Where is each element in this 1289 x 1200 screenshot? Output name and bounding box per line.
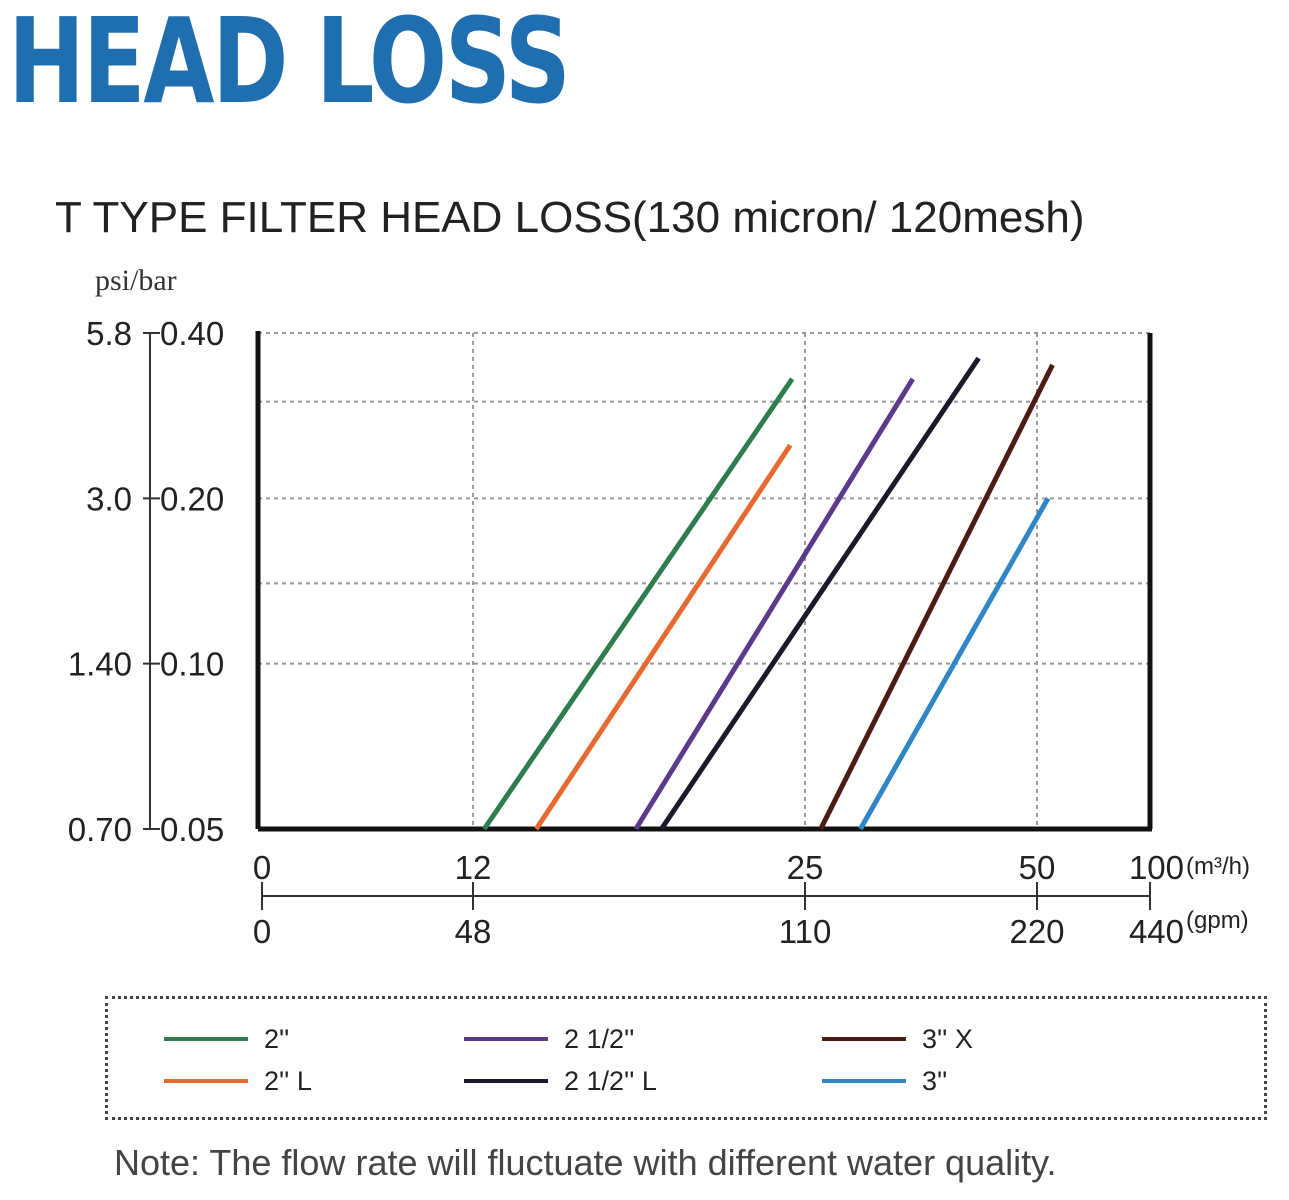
- legend-swatch: [464, 1079, 548, 1083]
- legend-item: 2 1/2'': [464, 1021, 634, 1057]
- x-tick-label-m3h: 0: [253, 849, 271, 886]
- legend-label: 2'' L: [264, 1065, 312, 1096]
- x-tick-label-gpm: 220: [1009, 913, 1064, 950]
- y-tick-label-bar: 0.40: [160, 315, 224, 352]
- legend-label: 3'' X: [922, 1023, 973, 1054]
- legend-label: 2'': [264, 1023, 290, 1054]
- legend-swatch: [822, 1079, 906, 1083]
- legend-label: 3'': [922, 1065, 948, 1096]
- x-unit-secondary: (gpm): [1186, 907, 1249, 934]
- x-unit-primary: (m³/h): [1186, 853, 1250, 880]
- x-tick-label-m3h: 100: [1129, 849, 1184, 886]
- series-line: [534, 443, 793, 831]
- footnote: Note: The flow rate will fluctuate with …: [114, 1142, 1057, 1183]
- series-line: [633, 377, 915, 831]
- series-line: [858, 497, 1051, 831]
- head-loss-chart: T TYPE FILTER HEAD LOSS(130 micron/ 120m…: [55, 193, 1250, 950]
- series-line: [659, 356, 981, 831]
- series-line: [482, 377, 795, 831]
- series-lines: [482, 356, 1055, 831]
- y-tick-label-bar: 0.10: [160, 646, 224, 683]
- x-tick-label-gpm: 48: [455, 913, 492, 950]
- y-axis: 5.8 0.40 3.0 0.20 1.40 0.10 0.70 0.05: [68, 315, 224, 848]
- legend-label: 2 1/2'' L: [564, 1065, 657, 1096]
- x-tick-label-m3h: 50: [1019, 849, 1056, 886]
- x-tick-label-gpm: 0: [253, 913, 271, 950]
- legend-item: 3'': [822, 1063, 947, 1099]
- x-tick-label-m3h: 12: [455, 849, 492, 886]
- x-axis: 0 0 12 48 25 110 50 220 100 440 (m³/h) (gpm): [253, 849, 1250, 950]
- y-axis-label: psi/bar: [95, 264, 177, 297]
- x-tick-label-gpm: 110: [779, 913, 832, 950]
- x-tick-label-m3h: 25: [787, 849, 824, 886]
- legend-swatch: [464, 1037, 548, 1041]
- x-tick-label-gpm: 440: [1129, 913, 1184, 950]
- y-tick-label-bar: 0.05: [160, 811, 224, 848]
- legend-swatch: [164, 1037, 248, 1041]
- legend-item: 3'' X: [822, 1021, 973, 1057]
- grid-lines: [258, 332, 1150, 830]
- legend-label: 2 1/2'': [564, 1023, 635, 1054]
- y-tick-label-psi: 1.40: [68, 646, 132, 683]
- page-heading: HEAD LOSS: [8, 0, 571, 130]
- y-tick-label-bar: 0.20: [160, 480, 224, 517]
- y-tick-label-psi: 5.8: [86, 315, 132, 352]
- legend-swatch: [164, 1079, 248, 1083]
- y-tick-label-psi: 3.0: [86, 480, 132, 517]
- legend: 2'' 2'' L 2 1/2'' 2 1/2'' L 3'' X 3'': [105, 996, 1267, 1120]
- plot-frame: [255, 331, 1153, 832]
- y-tick-label-psi: 0.70: [68, 811, 132, 848]
- legend-swatch: [822, 1037, 906, 1041]
- legend-item: 2'' L: [164, 1063, 312, 1099]
- legend-item: 2 1/2'' L: [464, 1063, 657, 1099]
- chart-title: T TYPE FILTER HEAD LOSS(130 micron/ 120m…: [55, 193, 1084, 242]
- legend-item: 2'': [164, 1021, 289, 1057]
- series-line: [818, 363, 1055, 831]
